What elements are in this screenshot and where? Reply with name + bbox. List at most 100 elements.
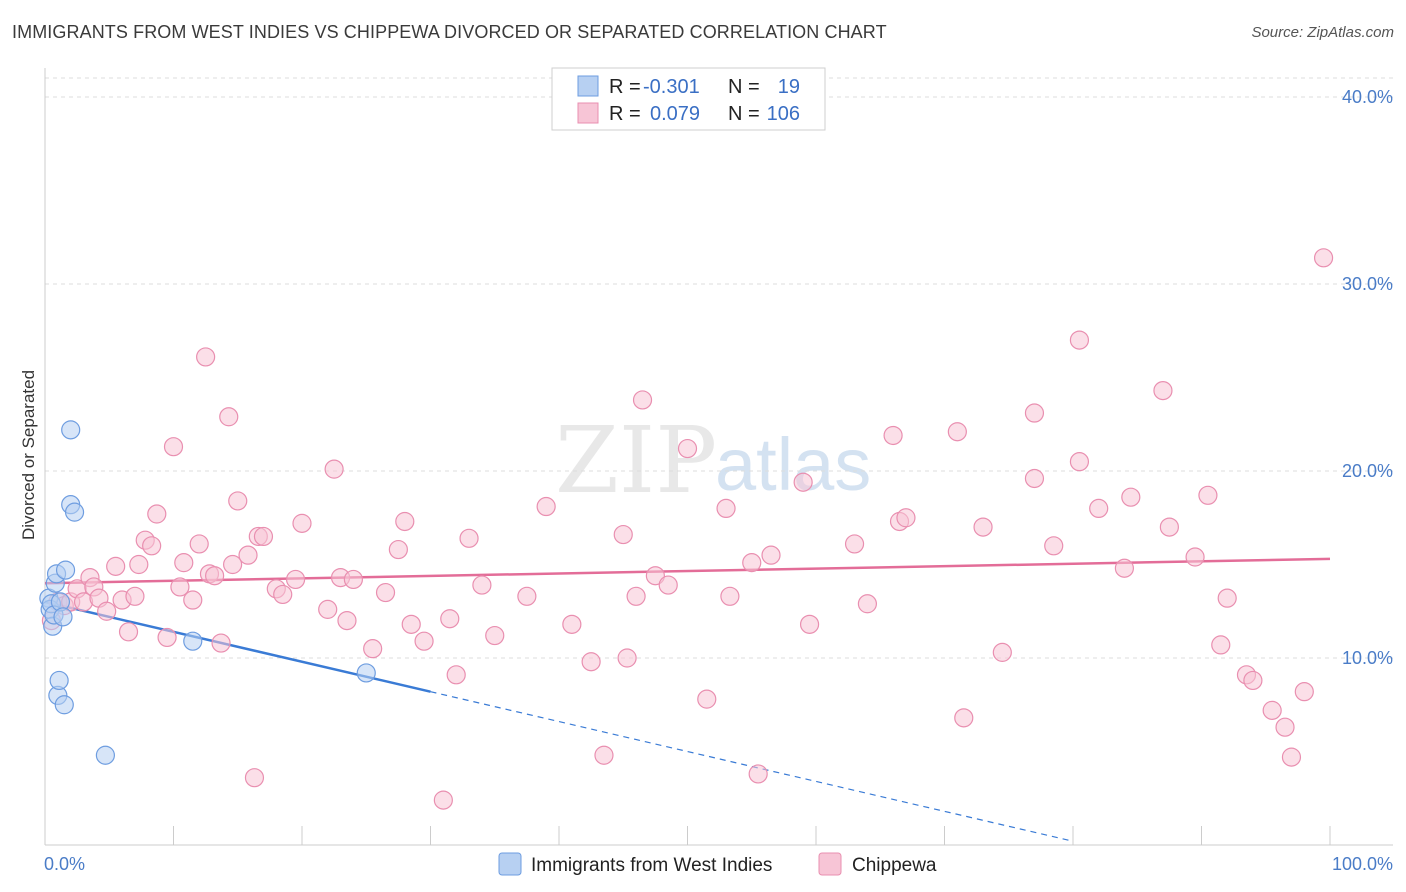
point-chippewa <box>244 768 265 788</box>
point-chippewa <box>1275 717 1295 737</box>
point-chippewa <box>1069 330 1090 350</box>
point-west-indies <box>61 420 81 440</box>
legend-n-label-1: N = <box>728 76 760 98</box>
point-west-indies <box>54 695 74 715</box>
point-chippewa <box>118 622 139 642</box>
point-chippewa <box>318 599 338 619</box>
point-chippewa <box>223 554 243 575</box>
point-chippewa <box>157 627 177 648</box>
point-west-indies <box>64 502 85 522</box>
point-chippewa <box>395 511 415 532</box>
point-chippewa <box>799 614 820 634</box>
data-points <box>39 248 1334 810</box>
point-chippewa <box>658 575 678 595</box>
point-chippewa <box>440 609 460 629</box>
point-chippewa <box>292 513 312 533</box>
point-chippewa <box>337 610 357 631</box>
point-chippewa <box>174 553 194 573</box>
y-tick-label: 40.0% <box>1342 87 1393 107</box>
point-chippewa <box>211 633 231 653</box>
source-label: Source: ZipAtlas.com <box>1251 24 1394 41</box>
legend-swatch-blue <box>577 75 599 97</box>
y-tick-labels: 10.0% 20.0% 30.0% 40.0% <box>1342 87 1393 668</box>
series-legend-label-pink: Chippewa <box>852 855 937 876</box>
point-west-indies <box>53 607 73 627</box>
watermark-atlas: atlas <box>715 423 871 506</box>
point-chippewa <box>106 556 126 576</box>
point-chippewa <box>183 590 203 610</box>
point-chippewa <box>285 569 306 590</box>
y-tick-label: 10.0% <box>1342 648 1393 668</box>
point-chippewa <box>716 498 736 518</box>
legend-swatch-pink <box>577 102 599 124</box>
point-chippewa <box>414 631 434 651</box>
point-chippewa <box>992 642 1012 662</box>
point-chippewa <box>1294 682 1314 702</box>
point-chippewa <box>720 586 740 606</box>
point-chippewa <box>677 438 698 459</box>
point-chippewa <box>626 586 646 606</box>
trend-line-west-indies-extension <box>430 691 1074 842</box>
series-legend-swatch-pink <box>818 852 842 876</box>
point-chippewa <box>632 390 653 410</box>
point-chippewa <box>581 652 601 672</box>
point-chippewa <box>1198 485 1218 505</box>
point-chippewa <box>97 601 117 621</box>
point-chippewa <box>594 745 614 765</box>
x-tick-label-min: 0.0% <box>44 854 85 874</box>
point-west-indies <box>49 670 69 691</box>
point-chippewa <box>1281 747 1302 767</box>
point-chippewa <box>1114 558 1135 578</box>
point-chippewa <box>363 639 383 659</box>
point-chippewa <box>459 528 479 548</box>
point-chippewa <box>238 545 258 565</box>
legend-r-value-2: 0.079 <box>650 103 700 125</box>
y-tick-label: 20.0% <box>1342 461 1393 481</box>
point-west-indies <box>55 560 76 580</box>
point-chippewa <box>793 472 813 492</box>
point-chippewa <box>973 517 993 537</box>
point-chippewa <box>324 459 344 479</box>
point-chippewa <box>253 526 274 547</box>
point-chippewa <box>1024 468 1045 489</box>
point-west-indies <box>183 631 203 651</box>
point-chippewa <box>1217 588 1237 608</box>
axes <box>44 68 1393 846</box>
point-chippewa <box>1153 380 1173 401</box>
point-chippewa <box>947 422 967 442</box>
point-chippewa <box>1185 547 1205 567</box>
trend-lines <box>44 557 1331 842</box>
point-chippewa <box>536 496 556 517</box>
point-chippewa <box>147 504 167 524</box>
point-chippewa <box>433 790 453 810</box>
point-chippewa <box>613 524 633 545</box>
point-chippewa <box>1089 498 1109 518</box>
point-chippewa <box>205 566 225 586</box>
point-chippewa <box>761 545 781 565</box>
point-chippewa <box>170 577 190 597</box>
point-chippewa <box>485 625 505 646</box>
point-chippewa <box>857 594 878 614</box>
legend-r-label-2: R = <box>609 103 641 125</box>
point-chippewa <box>163 437 184 457</box>
trend-line-chippewa <box>44 557 1331 585</box>
point-chippewa <box>883 425 903 446</box>
point-chippewa <box>129 554 149 575</box>
correlation-legend: R = -0.301 N = 19 R = 0.079 N = 106 <box>551 67 826 131</box>
point-chippewa <box>375 582 396 603</box>
point-chippewa <box>742 553 762 573</box>
point-chippewa <box>844 534 865 554</box>
point-west-indies <box>356 663 376 683</box>
point-chippewa <box>142 536 162 556</box>
point-chippewa <box>273 584 293 605</box>
series-legend-swatch-blue <box>498 852 522 876</box>
point-chippewa <box>189 534 209 554</box>
point-chippewa <box>954 708 974 728</box>
point-chippewa <box>196 347 216 367</box>
legend-n-value-2: 106 <box>767 103 800 125</box>
point-chippewa <box>748 764 768 784</box>
x-tick-label-max: 100.0% <box>1332 854 1393 874</box>
series-legend: Immigrants from West Indies Chippewa <box>498 852 937 876</box>
point-chippewa <box>228 491 248 511</box>
